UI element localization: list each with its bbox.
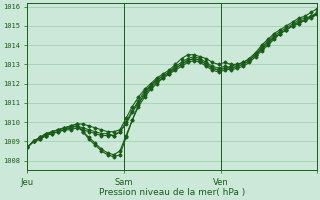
X-axis label: Pression niveau de la mer( hPa ): Pression niveau de la mer( hPa ) xyxy=(99,188,245,197)
